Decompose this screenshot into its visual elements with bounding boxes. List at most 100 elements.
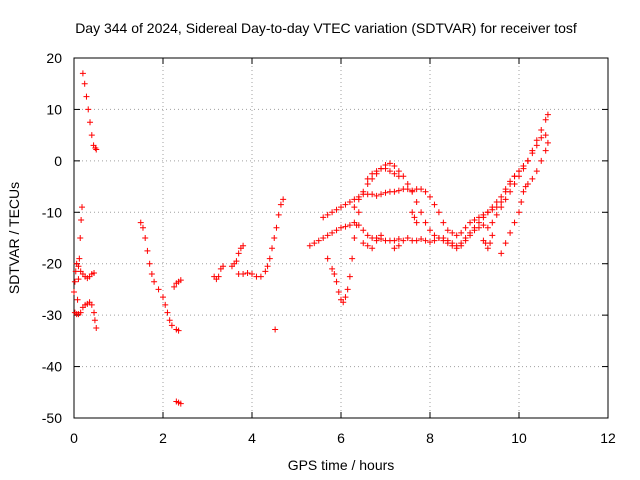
data-point [449,242,456,249]
grid [74,58,608,418]
axis-ticks [73,57,609,419]
series-seg-f [171,277,184,290]
data-point [329,209,336,216]
data-point [220,263,227,270]
x-tick-label: 8 [426,430,434,446]
y-tick-label: -40 [42,359,62,375]
data-point [272,326,279,333]
data-point [142,235,149,241]
data-point [364,175,371,182]
data-point [79,70,86,77]
data-point [440,237,447,244]
data-point [462,224,469,231]
data-point [538,157,545,164]
series-seg-c [74,204,86,303]
data-point [395,173,402,180]
y-tick-labels: -50 -40 -30 -20 -10 0 10 20 [42,50,62,426]
x-tick-label: 0 [70,430,78,446]
data-point [177,277,184,284]
y-tick-label: 0 [54,153,62,169]
data-point [160,294,166,301]
data-point [139,224,146,231]
data-point [81,80,88,87]
data-point [364,242,371,249]
data-point [524,157,531,164]
data-point [71,289,77,295]
series-seg-p [364,165,402,182]
data-point [306,242,313,249]
data-point [324,255,331,262]
data-point [311,240,318,247]
data-point [524,181,531,187]
data-point [498,193,505,200]
x-tick-label: 4 [248,430,256,446]
series-seg-m [324,209,362,306]
data-point [529,147,536,154]
data-point [391,237,398,244]
data-point [346,273,353,280]
data-point [467,219,474,226]
data-point [346,199,353,205]
data-point [382,165,389,172]
data-point [340,299,347,306]
data-point [351,204,358,211]
x-tick-label: 6 [337,430,345,446]
data-point [444,227,451,234]
data-point [277,201,284,208]
data-point [404,181,411,187]
data-point [76,255,83,262]
series-seg-h [211,263,227,283]
data-point [351,235,358,241]
data-point [355,209,362,216]
series-seg-d [79,70,100,153]
data-point [431,232,438,239]
data-point [475,214,482,221]
data-point [93,146,100,153]
data-point [83,93,90,100]
data-point [335,289,342,295]
y-tick-label: -50 [42,410,62,426]
data-point [91,269,98,276]
data-point [346,222,353,229]
data-point [427,239,433,246]
y-tick-label: -10 [42,204,62,220]
data-point [373,237,380,244]
data-point [471,227,478,234]
data-point [409,209,416,216]
data-point [75,276,82,283]
x-tick-label: 2 [159,430,167,446]
data-point [544,139,551,146]
data-point [269,245,276,252]
data-point [249,271,255,277]
data-point [175,327,182,334]
data-point [533,168,540,175]
data-point [74,296,81,303]
series-seg-a [71,260,98,295]
data-point [498,204,505,211]
data-point [427,193,433,200]
data-point [462,237,469,244]
data-point [507,188,514,195]
data-point [484,245,491,252]
data-point [71,278,78,285]
series-seg-e [137,219,182,334]
data-point [144,247,151,254]
data-point [489,206,496,213]
data-point [487,240,494,247]
data-point [353,222,360,229]
data-point [338,224,344,231]
data-point [88,301,95,308]
data-point [88,132,95,139]
data-point [489,219,496,226]
data-point [378,191,385,198]
data-point [151,278,158,285]
data-point [538,134,545,141]
data-point [240,271,247,277]
data-point [168,322,175,329]
series-seg-s [498,139,551,257]
data-point [395,187,402,194]
data-point [266,255,273,262]
data-point [85,106,92,113]
